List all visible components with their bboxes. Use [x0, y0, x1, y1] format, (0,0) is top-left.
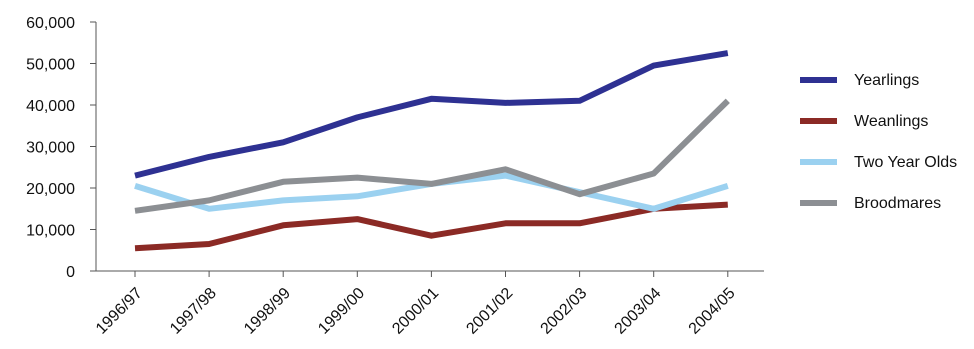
series-line-weanlings — [134, 201, 728, 252]
x-tick-label: 2003/04 — [612, 285, 665, 338]
series-line-yearlings — [134, 50, 729, 179]
legend-label: Broodmares — [854, 195, 941, 212]
y-tick-label: 10,000 — [26, 223, 75, 240]
x-tick-label: 2001/02 — [463, 285, 516, 338]
x-tick-label: 1998/99 — [241, 285, 294, 338]
series-lines — [134, 50, 730, 252]
x-tick-label: 1999/00 — [315, 285, 368, 338]
y-tick-label: 60,000 — [26, 15, 75, 32]
x-tick-label: 1997/98 — [167, 285, 220, 338]
x-tick-label: 2002/03 — [538, 285, 591, 338]
y-tick-label: 30,000 — [26, 140, 75, 157]
legend-label: Weanlings — [854, 113, 928, 130]
series-line-broodmares — [134, 98, 730, 214]
legend-label: Two Year Olds — [854, 154, 957, 171]
legend-label: Yearlings — [854, 72, 919, 89]
x-tick-label: 2000/01 — [389, 285, 442, 338]
y-tick-label: 50,000 — [26, 57, 75, 74]
y-tick-label: 40,000 — [26, 98, 75, 115]
y-tick-label: 0 — [66, 264, 75, 281]
legend: Yearlings Weanlings Two Year Olds Broodmare… — [800, 72, 957, 212]
y-tick-label: 20,000 — [26, 181, 75, 198]
x-tick-label: 2004/05 — [686, 285, 739, 338]
x-tick-label: 1996/97 — [93, 285, 146, 338]
